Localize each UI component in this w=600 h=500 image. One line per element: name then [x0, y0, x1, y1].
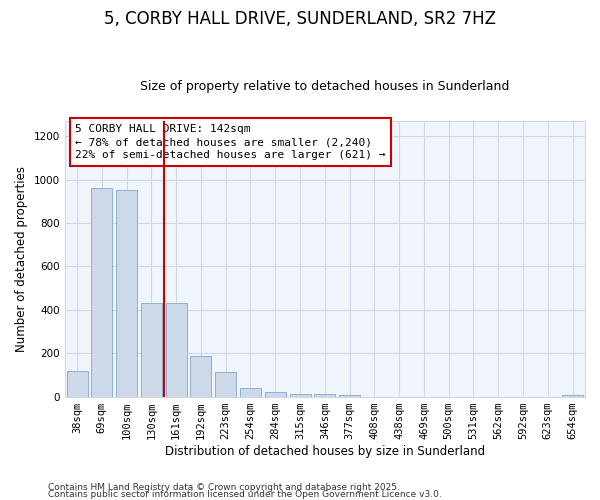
Title: Size of property relative to detached houses in Sunderland: Size of property relative to detached ho… [140, 80, 509, 94]
Bar [290, 394, 311, 396]
Y-axis label: Number of detached properties: Number of detached properties [15, 166, 28, 352]
Bar [215, 372, 236, 396]
Text: 5, CORBY HALL DRIVE, SUNDERLAND, SR2 7HZ: 5, CORBY HALL DRIVE, SUNDERLAND, SR2 7HZ [104, 10, 496, 28]
Bar [67, 370, 88, 396]
X-axis label: Distribution of detached houses by size in Sunderland: Distribution of detached houses by size … [165, 444, 485, 458]
Text: 5 CORBY HALL DRIVE: 142sqm
← 78% of detached houses are smaller (2,240)
22% of s: 5 CORBY HALL DRIVE: 142sqm ← 78% of deta… [75, 124, 386, 160]
Bar [265, 392, 286, 396]
Bar [240, 388, 261, 396]
Text: Contains HM Land Registry data © Crown copyright and database right 2025.: Contains HM Land Registry data © Crown c… [48, 484, 400, 492]
Bar [91, 188, 112, 396]
Bar [141, 304, 162, 396]
Bar [190, 356, 211, 397]
Bar [116, 190, 137, 396]
Bar [314, 394, 335, 396]
Text: Contains public sector information licensed under the Open Government Licence v3: Contains public sector information licen… [48, 490, 442, 499]
Bar [166, 304, 187, 396]
